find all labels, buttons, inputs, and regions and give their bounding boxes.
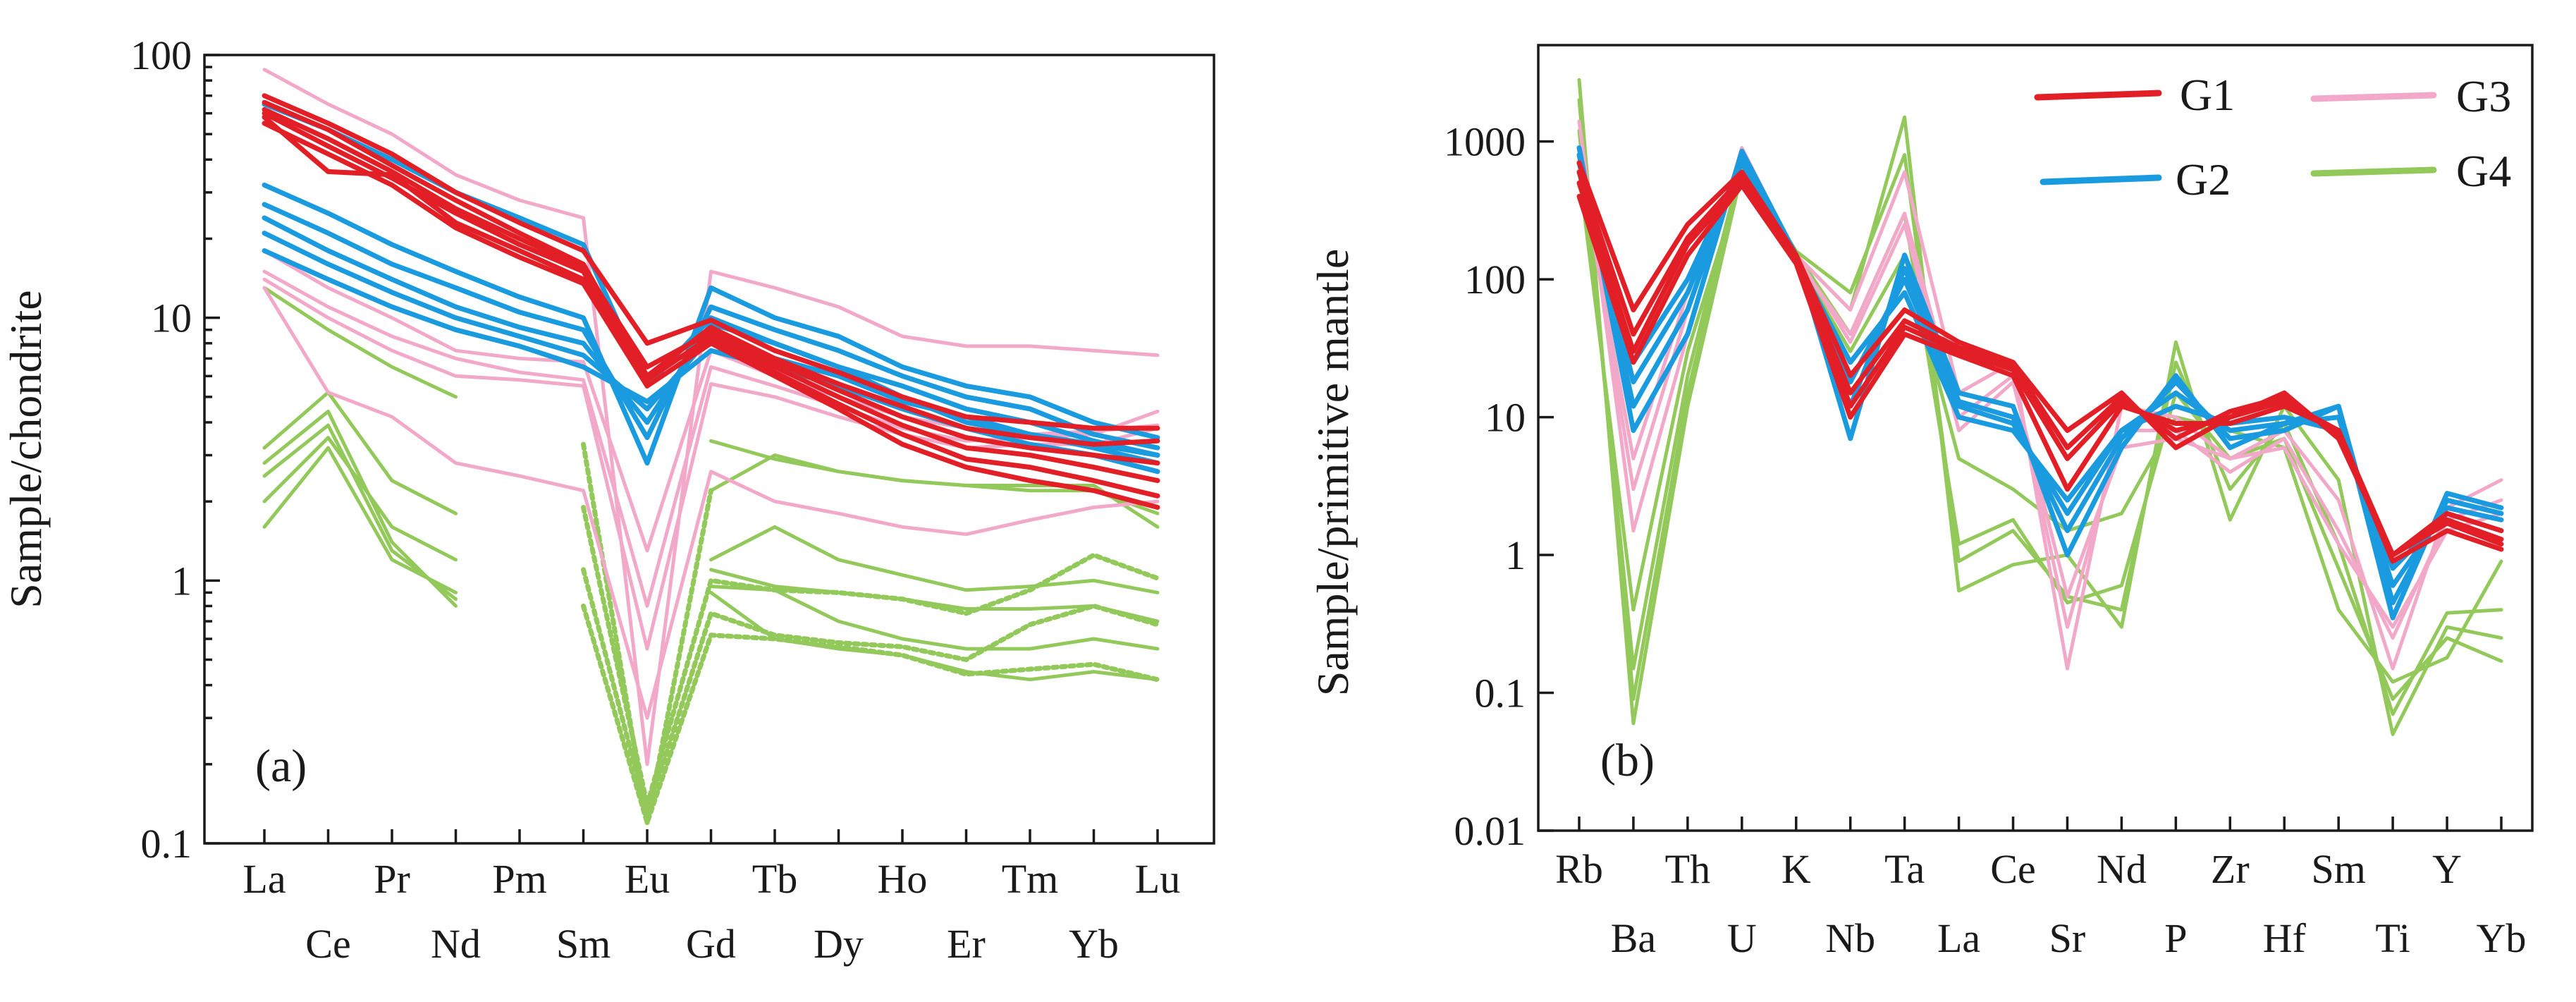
- y-tick-label: 1: [1505, 532, 1526, 578]
- x-category-label-gd: Gd: [686, 921, 736, 967]
- series-line-g2-16: [262, 202, 1160, 451]
- y-tick-label: 0.1: [1475, 671, 1526, 716]
- x-category-label-ce: Ce: [305, 921, 350, 967]
- plot-frame: [203, 54, 1215, 845]
- x-category-label-y: Y: [2432, 846, 2462, 892]
- y-tick-label: 10: [1485, 395, 1526, 441]
- series-line-g1-25: [262, 114, 1160, 499]
- series-line-g3-10: [262, 68, 1160, 766]
- x-category-label-hf: Hf: [2263, 915, 2307, 961]
- x-category-label-tm: Tm: [1002, 856, 1059, 902]
- x-category-label-zr: Zr: [2211, 846, 2250, 892]
- x-category-label-p: P: [2164, 915, 2187, 961]
- series-line-g4-9: [581, 603, 1160, 825]
- series-line-g2-17: [262, 215, 1160, 458]
- y-tick-label: 1000: [1444, 119, 1526, 165]
- x-category-label-eu: Eu: [625, 856, 670, 902]
- x-category-label-lu: Lu: [1135, 856, 1180, 902]
- legend-swatch-g1: [2034, 90, 2162, 101]
- legend-label-g4: G4: [2456, 146, 2511, 196]
- legend-label-g3: G3: [2456, 71, 2511, 121]
- x-category-label-u: U: [1727, 915, 1757, 961]
- y-tick-label: 0.1: [141, 821, 192, 867]
- x-category-label-pm: Pm: [492, 856, 546, 902]
- x-category-label-nd: Nd: [431, 921, 481, 967]
- y-tick-label: 100: [130, 32, 192, 78]
- series-line-g1-21: [262, 93, 1160, 431]
- legend-label-g2: G2: [2176, 154, 2231, 204]
- x-category-label-pr: Pr: [374, 856, 410, 902]
- x-category-label-la: La: [1937, 915, 1980, 961]
- y-tick-label: 0.01: [1454, 808, 1526, 854]
- x-category-label-th: Th: [1665, 846, 1710, 892]
- legend-swatch-g2: [2040, 174, 2162, 185]
- series-line-g4-7: [581, 505, 1160, 807]
- x-category-label-sm: Sm: [2311, 846, 2365, 892]
- x-category-label-rb: Rb: [1555, 846, 1603, 892]
- series-line-g2-19: [262, 248, 1160, 475]
- x-category-label-dy: Dy: [814, 921, 864, 967]
- x-category-label-sr: Sr: [2049, 915, 2086, 961]
- legend-swatch-g3: [2310, 92, 2437, 102]
- x-category-label-ta: Ta: [1884, 846, 1925, 892]
- y-tick-label: 100: [1464, 257, 1526, 303]
- x-category-label-ho: Ho: [878, 856, 928, 902]
- x-category-label-sm: Sm: [556, 921, 611, 967]
- y-axis-title: Sample/primitive mantle: [1308, 249, 1358, 697]
- series-line-g4-2: [262, 436, 1160, 594]
- x-category-label-yb: Yb: [2477, 915, 2527, 961]
- series-line-g4-8: [581, 567, 1160, 816]
- x-category-label-k: K: [1781, 846, 1811, 892]
- x-category-label-ba: Ba: [1611, 915, 1656, 961]
- x-category-label-er: Er: [947, 921, 986, 967]
- series-line-g2-15: [262, 182, 1160, 466]
- y-tick-label: 10: [151, 295, 192, 341]
- legend-label-g1: G1: [2180, 70, 2235, 120]
- series-line-g1-26: [262, 121, 1160, 510]
- series-line-g1-22: [262, 99, 1160, 447]
- legend-swatch-g4: [2310, 166, 2437, 177]
- y-tick-label: 1: [171, 558, 192, 604]
- x-category-label-nd: Nd: [2097, 846, 2147, 892]
- x-category-label-ce: Ce: [1990, 846, 2035, 892]
- plot-frame: [1537, 44, 2534, 832]
- x-category-label-tb: Tb: [752, 856, 797, 902]
- legend: G1 G2 G3 G4: [2034, 70, 2511, 204]
- panel-label: (a): [255, 740, 307, 792]
- x-category-label-yb: Yb: [1069, 921, 1119, 967]
- y-axis-title: Sample/chondrite: [1, 290, 51, 608]
- series-line-g1-23: [262, 106, 1160, 466]
- series-line-g1-14: [1576, 183, 2504, 564]
- x-category-label-la: La: [243, 856, 286, 902]
- x-category-label-ti: Ti: [2375, 915, 2410, 961]
- panel-label: (b): [1600, 735, 1655, 786]
- series-line-g3-14: [262, 286, 1160, 720]
- x-category-label-nb: Nb: [1825, 915, 1875, 961]
